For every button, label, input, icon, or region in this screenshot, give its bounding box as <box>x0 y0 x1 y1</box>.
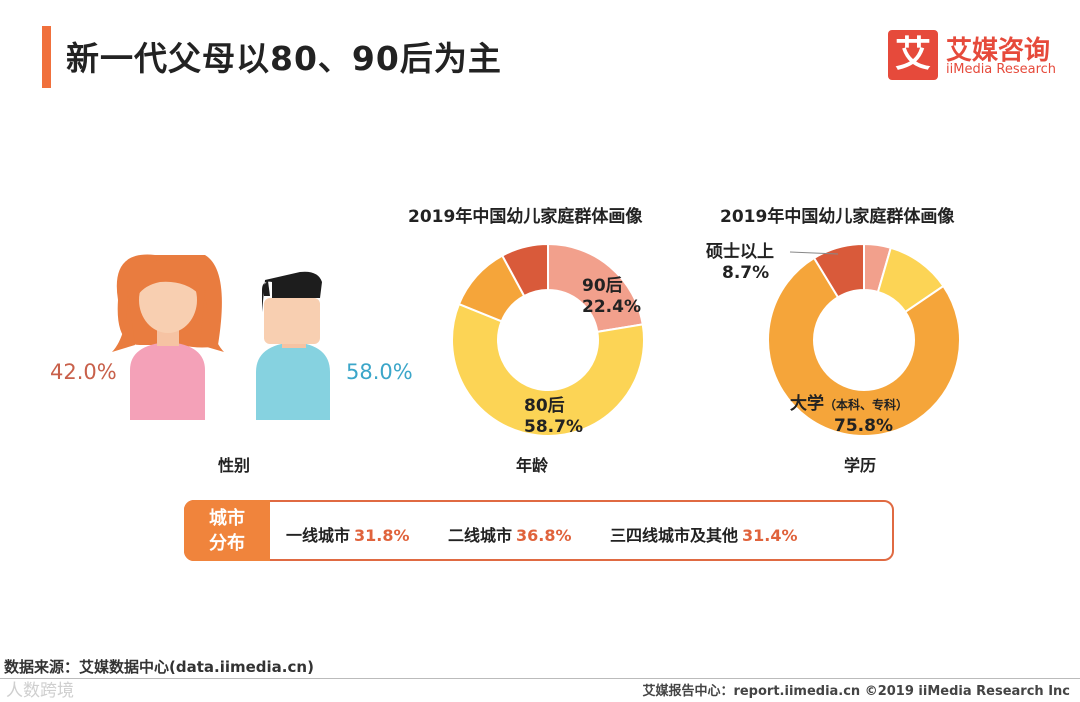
edu-uni-sub: （本科、专科） <box>824 398 909 412</box>
edu-donut-chart <box>767 242 961 437</box>
city-tag-line2: 分布 <box>209 533 245 554</box>
age-slice-1 <box>451 302 645 437</box>
age-80-label: 80后 58.7% <box>524 396 583 438</box>
city-tag: 城市 分布 <box>184 500 270 561</box>
logo-en-text: iiMedia Research <box>946 62 1057 77</box>
footer-credit: 艾媒报告中心：report.iimedia.cn ©2019 iiMedia R… <box>642 684 1070 699</box>
edu-caption: 学历 <box>844 456 877 475</box>
age-donut-chart <box>451 242 645 437</box>
age-80-name: 80后 <box>524 396 565 416</box>
edu-chart-title: 2019年中国幼儿家庭群体画像 <box>720 207 955 227</box>
age-80-value: 58.7% <box>524 417 583 437</box>
edu-uni-name: 大学 <box>790 394 824 414</box>
age-90-value: 22.4% <box>582 297 641 317</box>
edu-slice-2 <box>767 256 961 437</box>
watermark: 人数跨境 <box>6 681 74 701</box>
edu-master-value: 8.7% <box>722 263 770 283</box>
city-item-tier1: 一线城市 31.8% <box>286 526 410 545</box>
edu-uni-value: 75.8% <box>834 416 893 436</box>
page-title: 新一代父母以80、90后为主 <box>66 39 502 78</box>
title-accent-bar <box>42 26 51 88</box>
edu-slice-3 <box>812 242 865 299</box>
age-90-label: 90后 22.4% <box>582 276 641 318</box>
edu-uni-label: 大学（本科、专科） 75.8% <box>790 394 908 437</box>
age-90-name: 90后 <box>582 276 623 296</box>
logo-mark-icon: 艾 <box>888 30 938 80</box>
data-source: 数据来源：艾媒数据中心(data.iimedia.cn) <box>4 658 314 676</box>
age-slice-0 <box>547 242 644 334</box>
age-caption: 年龄 <box>516 456 549 475</box>
city-item-tier2: 二线城市 36.8% <box>448 526 572 545</box>
edu-master-name: 硕士以上 <box>706 242 774 262</box>
male-percentage: 58.0% <box>346 360 413 384</box>
city-distribution-box <box>184 500 894 561</box>
city-item-tier3: 三四线城市及其他 31.4% <box>610 526 798 545</box>
footer-divider <box>0 678 1080 679</box>
brand-logo: 艾 艾媒咨询 iiMedia Research <box>888 30 1063 82</box>
gender-caption: 性别 <box>218 456 251 475</box>
age-chart-title: 2019年中国幼儿家庭群体画像 <box>408 207 643 227</box>
age-slice-3 <box>500 242 549 298</box>
male-figure-icon <box>256 271 330 420</box>
logo-cn-text: 艾媒咨询 <box>946 36 1051 66</box>
city-tag-line1: 城市 <box>209 508 245 529</box>
female-percentage: 42.0% <box>50 360 117 384</box>
edu-master-label: 硕士以上 8.7% <box>706 242 774 284</box>
female-figure-icon <box>112 254 224 420</box>
